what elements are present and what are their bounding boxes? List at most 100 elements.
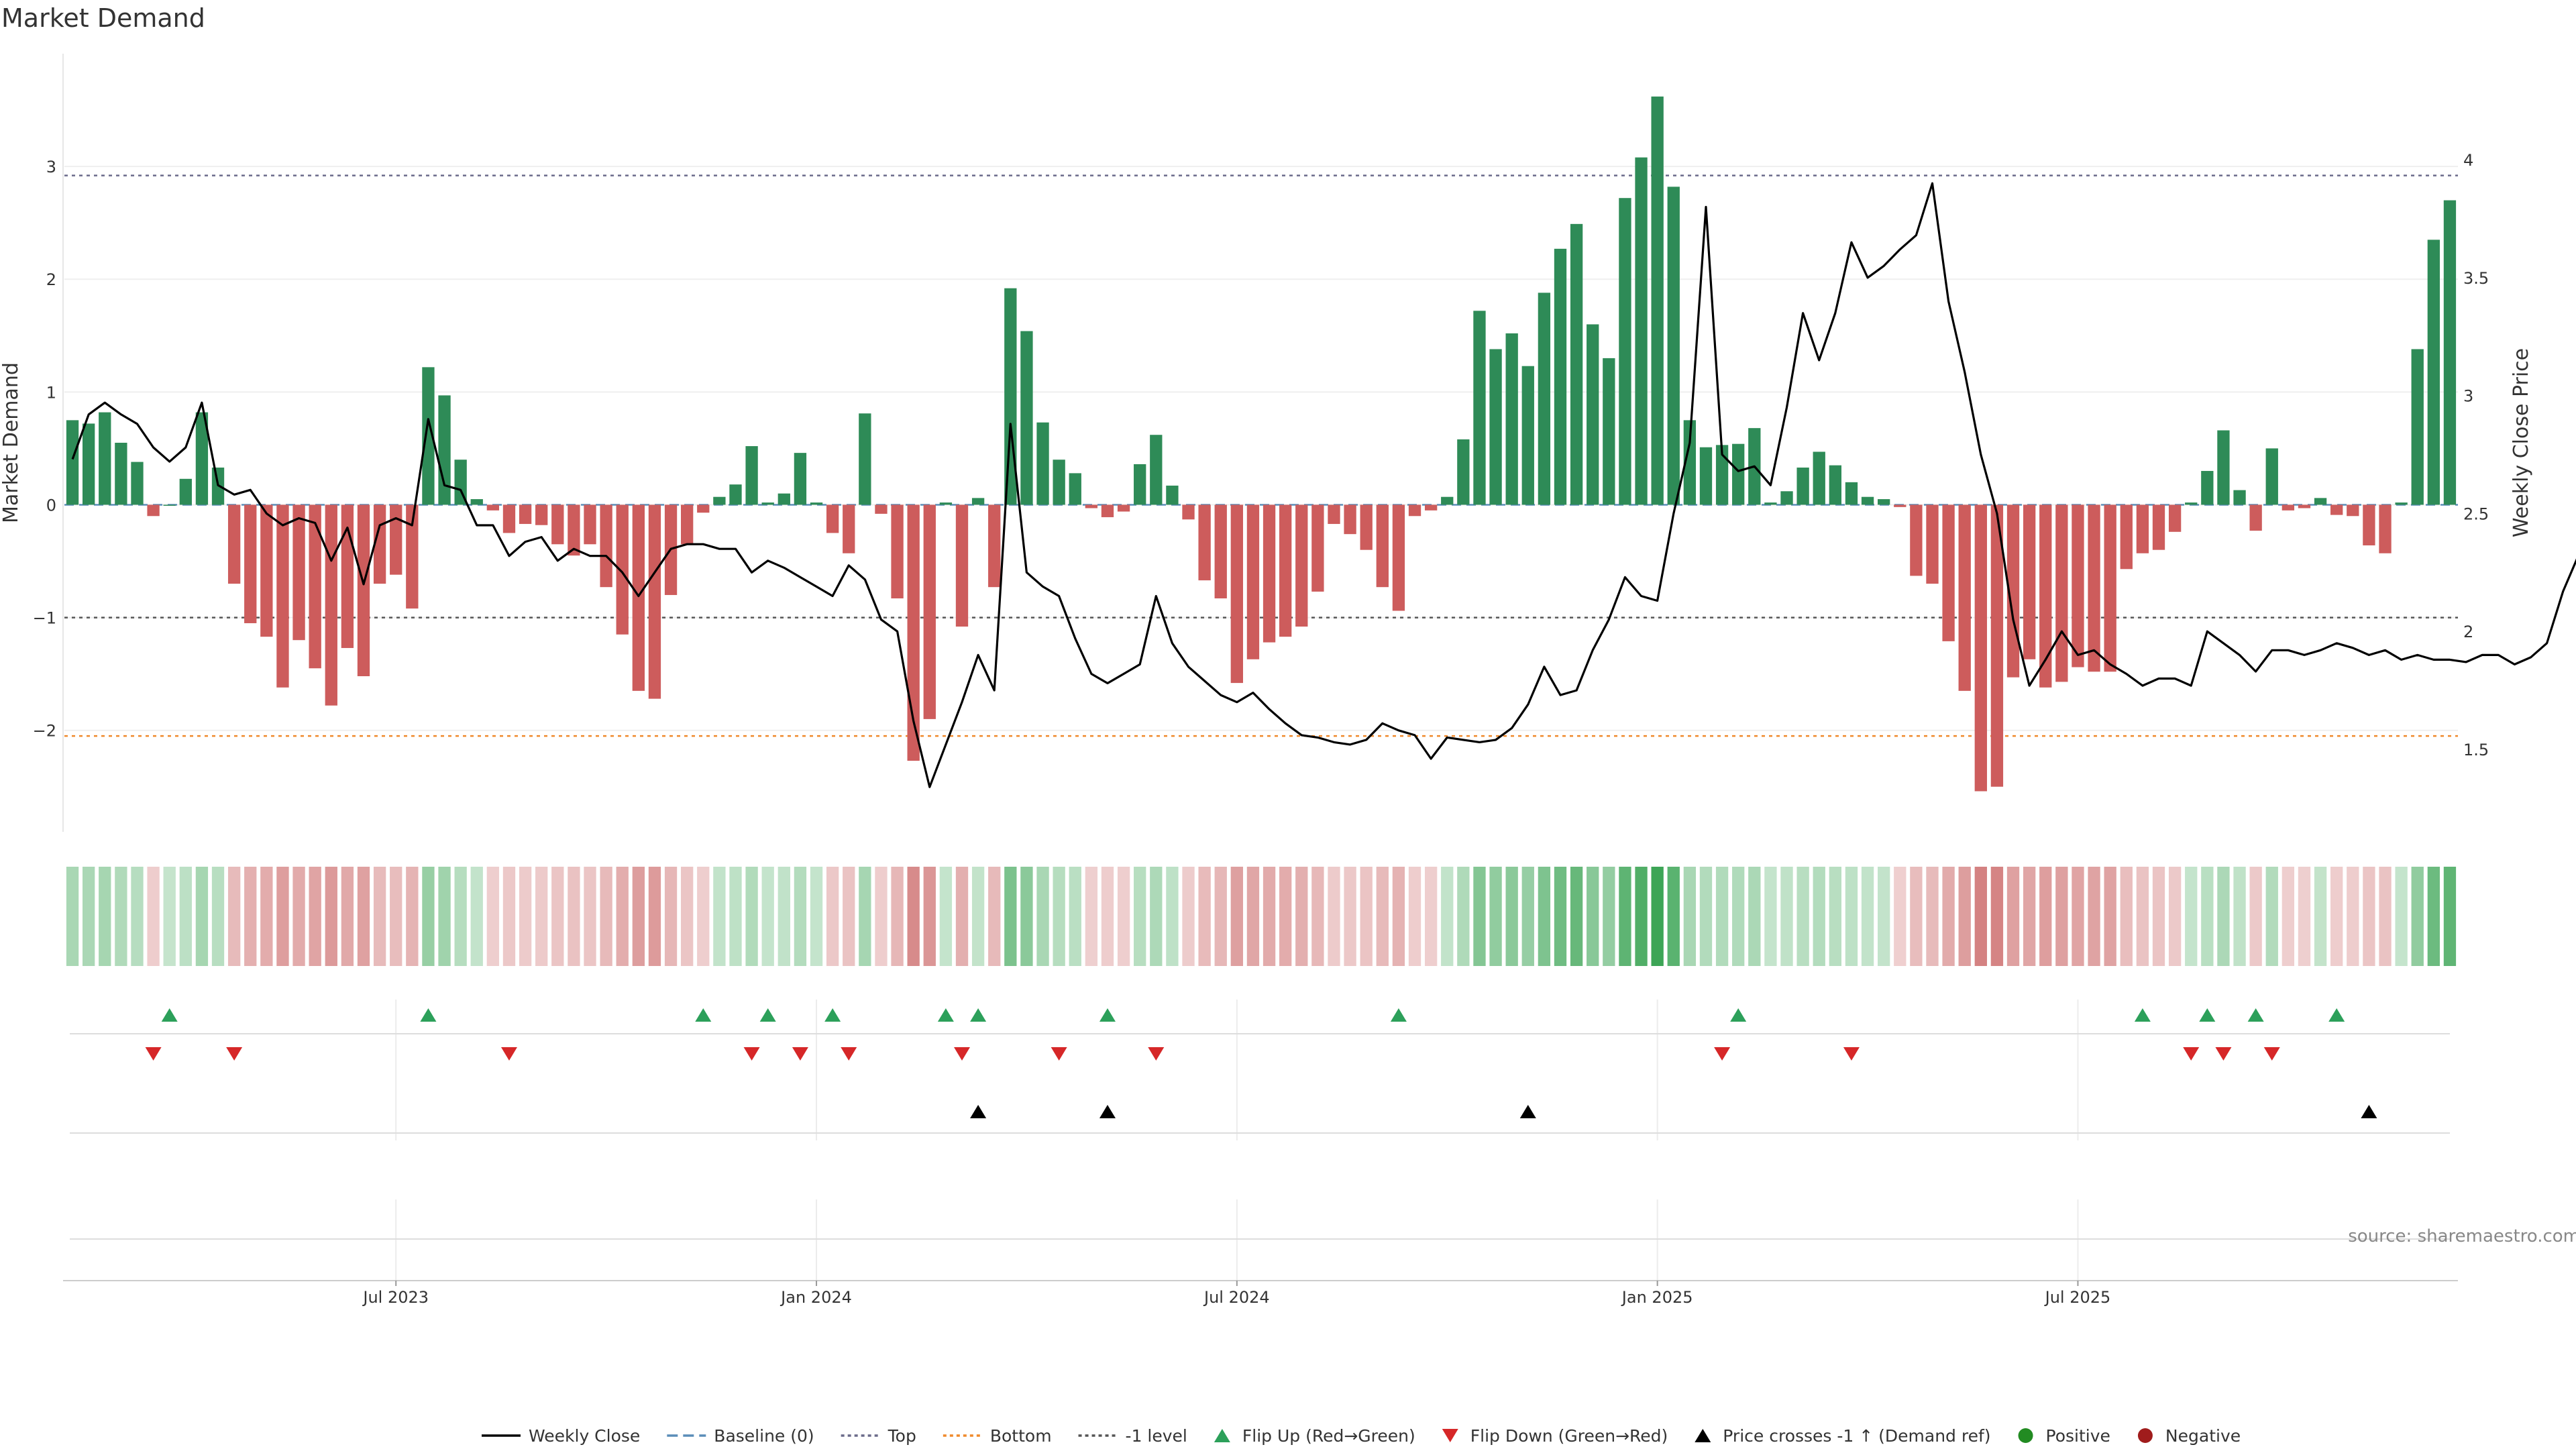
demand-strip-cell [777, 867, 790, 966]
demand-bar [1829, 465, 1841, 505]
demand-bar [66, 420, 79, 505]
demand-bar [1780, 491, 1793, 505]
demand-bar [1619, 198, 1631, 505]
demand-bar [971, 498, 985, 505]
demand-bar [681, 504, 694, 545]
flip-down-marker [2183, 1047, 2200, 1061]
demand-bar [632, 504, 645, 691]
demand-bar [697, 504, 710, 513]
demand-strip-cell [1328, 867, 1340, 966]
demand-bar [1069, 473, 1081, 505]
y2-tick-label: 2 [2463, 623, 2473, 641]
demand-strip-cell [195, 867, 209, 966]
demand-strip-cell [244, 867, 257, 966]
demand-bar [1861, 496, 1874, 505]
demand-bar [1263, 504, 1276, 643]
demand-strip-cell [1117, 867, 1130, 966]
demand-bar [309, 504, 321, 669]
demand-strip-cell [1020, 867, 1033, 966]
demand-strip-cell [2443, 867, 2457, 966]
demand-strip-cell [502, 867, 516, 966]
demand-strip-cell [1990, 867, 2004, 966]
price-cross-marker [970, 1105, 987, 1118]
demand-strip-cell [2201, 867, 2214, 966]
demand-strip-cell [1069, 867, 1081, 966]
demand-bar [2233, 490, 2246, 505]
demand-strip-cell [729, 867, 742, 966]
legend-label: Bottom [990, 1426, 1052, 1446]
flip-down-marker [743, 1047, 760, 1061]
demand-bar [745, 446, 758, 505]
flip-up-marker [2199, 1008, 2216, 1022]
demand-bar [1667, 186, 1680, 505]
demand-strip-cell [648, 867, 661, 966]
y-tick-label: −2 [33, 722, 56, 741]
demand-strip-cell [1715, 867, 1729, 966]
demand-strip-cell [697, 867, 710, 966]
demand-bar [551, 504, 564, 545]
legend-label: Top [888, 1426, 916, 1446]
demand-bar [1392, 504, 1405, 611]
demand-strip-cell [1150, 867, 1163, 966]
demand-strip-cell [810, 867, 823, 966]
flip-down-marker [2263, 1047, 2280, 1061]
demand-bar [292, 504, 305, 641]
demand-strip-cell [1958, 867, 1971, 966]
flip-up-marker [970, 1008, 987, 1022]
demand-bar [147, 504, 160, 517]
demand-strip-cell [211, 867, 225, 966]
demand-bar [2347, 504, 2359, 517]
demand-strip-cell [341, 867, 354, 966]
demand-bar [1360, 504, 1373, 550]
source-note: source: sharemaestro.com [2348, 1226, 2576, 1246]
chart-title: Market Demand [1, 3, 205, 33]
legend-label: Flip Up (Red→Green) [1242, 1426, 1415, 1446]
demand-strip-cell [422, 867, 435, 966]
demand-bar [1942, 504, 1955, 641]
demand-bar [1117, 504, 1130, 512]
demand-strip-cell [1619, 867, 1631, 966]
demand-bar [1279, 504, 1292, 637]
demand-strip-cell [2152, 867, 2165, 966]
demand-strip-cell [1166, 867, 1179, 966]
demand-bar [1715, 445, 1729, 505]
y2-tick-label: 4 [2463, 151, 2473, 170]
y-tick-label: 1 [46, 383, 56, 402]
demand-bar [2217, 430, 2230, 505]
demand-bar [988, 504, 1001, 588]
demand-strip-cell [1796, 867, 1809, 966]
demand-strip-cell [2136, 867, 2149, 966]
demand-strip-cell [1942, 867, 1955, 966]
demand-strip-cell [2233, 867, 2246, 966]
demand-bar [1085, 504, 1098, 508]
demand-strip-cell [1861, 867, 1874, 966]
demand-bar [584, 504, 596, 545]
demand-bar [179, 478, 192, 505]
demand-bar [1796, 467, 1809, 505]
demand-bar [2265, 448, 2278, 505]
demand-strip-cell [1926, 867, 1939, 966]
demand-bar [859, 413, 871, 505]
y2-tick-label: 3.5 [2463, 269, 2489, 288]
demand-strip-cell [2088, 867, 2100, 966]
x-tick-label: Jan 2024 [780, 1288, 852, 1307]
x-tick-label: Jul 2023 [362, 1288, 429, 1307]
flip-up-marker [420, 1008, 437, 1022]
demand-strip-cell [292, 867, 305, 966]
demand-bar [1328, 504, 1340, 525]
demand-bar [1538, 292, 1551, 505]
demand-strip-cell [163, 867, 176, 966]
flip-up-marker [1730, 1008, 1747, 1022]
demand-bar [99, 412, 111, 505]
demand-bar [1732, 443, 1745, 505]
demand-strip-cell [1829, 867, 1841, 966]
demand-bar [1036, 422, 1049, 505]
demand-strip-cell [309, 867, 321, 966]
demand-strip-cell [1279, 867, 1292, 966]
demand-bar [502, 504, 516, 533]
demand-strip-cell [1587, 867, 1599, 966]
flip-up-marker [2134, 1008, 2151, 1022]
demand-strip-cell [939, 867, 953, 966]
flip-up-marker [759, 1008, 776, 1022]
